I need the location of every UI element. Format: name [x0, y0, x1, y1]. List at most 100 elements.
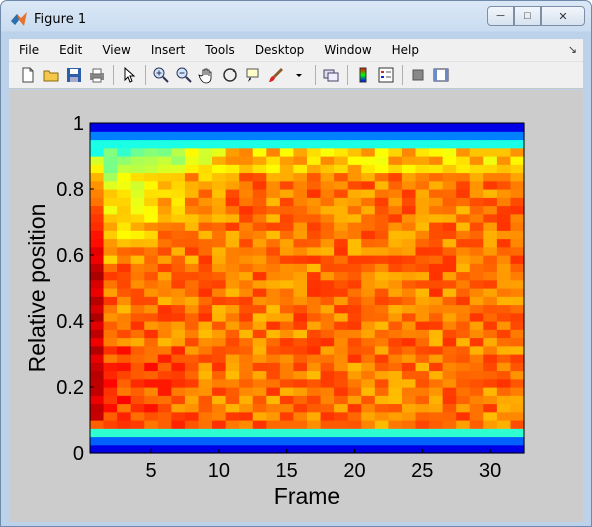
dock-arrow-icon[interactable]: ↘: [567, 43, 577, 56]
heatmap-cell: [429, 189, 444, 198]
heatmap-cell: [144, 238, 159, 248]
heatmap-cell: [347, 420, 362, 429]
heatmap-cell: [415, 411, 430, 421]
colorbar-button[interactable]: [352, 64, 374, 86]
heatmap-cell: [184, 296, 200, 306]
heatmap-cell: [456, 387, 471, 396]
heatmap-cell: [401, 238, 417, 248]
heatmap-cell: [117, 370, 132, 380]
open-file-button[interactable]: [40, 64, 62, 86]
menu-window[interactable]: Window: [324, 43, 372, 57]
heatmap-cell: [510, 213, 525, 223]
heatmap-cell: [361, 197, 376, 207]
heatmap-cell: [429, 420, 444, 429]
heatmap-cell: [361, 395, 376, 405]
heatmap-cell: [212, 436, 227, 446]
save-icon: [67, 68, 81, 82]
heatmap-cell: [117, 362, 132, 372]
heatmap-cell: [347, 238, 362, 248]
heatmap-cell: [225, 255, 240, 264]
heatmap-cell: [184, 205, 200, 215]
heatmap-cell: [388, 222, 403, 231]
heatmap-cell: [456, 395, 471, 405]
heatmap-cell: [103, 123, 118, 132]
edit-plot-button[interactable]: [118, 64, 140, 86]
legend-button[interactable]: [375, 64, 397, 86]
heatmap-cells: [90, 123, 525, 454]
heatmap-cell: [442, 337, 457, 347]
pan-button[interactable]: [196, 64, 218, 86]
heatmap-cell: [347, 189, 362, 198]
heatmap-cell: [117, 312, 132, 322]
menu-tools[interactable]: Tools: [205, 43, 235, 57]
hide-plot-tools-button[interactable]: [407, 64, 429, 86]
heatmap-cell: [144, 164, 159, 174]
heatmap-cell: [103, 362, 118, 372]
menu-desktop[interactable]: Desktop: [254, 43, 305, 57]
heatmap-cell: [279, 147, 295, 157]
heatmap-cell: [320, 444, 335, 454]
title-bar[interactable]: Figure 1 ─ □ ✕: [1, 1, 591, 37]
menu-view[interactable]: View: [102, 43, 131, 57]
heatmap-cell: [334, 123, 349, 132]
close-button[interactable]: ✕: [541, 6, 585, 26]
show-plot-tools-button[interactable]: [430, 64, 452, 86]
heatmap-cell: [225, 189, 240, 198]
heatmap-cell: [279, 436, 295, 446]
heatmap-cell: [117, 321, 132, 330]
heatmap-cell: [401, 255, 417, 264]
heatmap-cell: [239, 428, 254, 438]
heatmap-cell: [388, 387, 403, 396]
brush-dropdown[interactable]: [288, 64, 310, 86]
heatmap-cell: [212, 362, 227, 372]
heatmap-cell: [184, 329, 200, 339]
heatmap-cell: [90, 263, 105, 273]
heatmap-cell: [212, 387, 227, 396]
heatmap-cell: [184, 197, 200, 207]
heatmap-cell: [103, 354, 118, 363]
maximize-button[interactable]: □: [514, 6, 541, 26]
link-plot-icon: [323, 69, 339, 82]
heatmap-cell: [347, 255, 362, 264]
heatmap-cell: [252, 337, 267, 347]
heatmap-cell: [483, 304, 498, 314]
rotate-3d-button[interactable]: [219, 64, 241, 86]
save-button[interactable]: [63, 64, 85, 86]
heatmap-cell: [307, 139, 322, 149]
data-cursor-button[interactable]: [242, 64, 264, 86]
heatmap-cell: [157, 354, 172, 363]
heatmap-cell: [171, 131, 186, 141]
heatmap-cell: [252, 230, 267, 240]
heatmap-cell: [225, 370, 240, 380]
menu-insert[interactable]: Insert: [150, 43, 186, 57]
heatmap-cell: [388, 378, 403, 388]
heatmap-axes[interactable]: 5 10 15 20 25 30 0 0.2 0.4 0.6 0.8 1 Frame Relative…: [9, 90, 583, 522]
menu-help[interactable]: Help: [391, 43, 419, 57]
print-button[interactable]: [86, 64, 108, 86]
new-figure-button[interactable]: [17, 64, 39, 86]
heatmap-cell: [334, 436, 349, 446]
heatmap-cell: [225, 123, 240, 132]
heatmap-cell: [469, 172, 484, 182]
heatmap-cell: [144, 288, 159, 297]
heatmap-cell: [320, 213, 335, 223]
minimize-button[interactable]: ─: [487, 6, 514, 26]
heatmap-cell: [510, 321, 525, 330]
zoom-in-button[interactable]: [150, 64, 172, 86]
zoom-out-button[interactable]: [173, 64, 195, 86]
menu-edit[interactable]: Edit: [59, 43, 83, 57]
heatmap-cell: [429, 329, 444, 339]
heatmap-cell: [212, 230, 227, 240]
heatmap-cell: [456, 213, 471, 223]
brush-button[interactable]: [265, 64, 287, 86]
heatmap-cell: [279, 230, 295, 240]
link-plot-button[interactable]: [320, 64, 342, 86]
heatmap-cell: [198, 337, 213, 347]
heatmap-cell: [510, 387, 525, 396]
heatmap-cell: [496, 345, 512, 355]
menu-file[interactable]: File: [19, 43, 40, 57]
heatmap-cell: [239, 197, 254, 207]
heatmap-cell: [320, 436, 335, 446]
heatmap-cell: [90, 345, 105, 355]
heatmap-cell: [266, 131, 281, 141]
